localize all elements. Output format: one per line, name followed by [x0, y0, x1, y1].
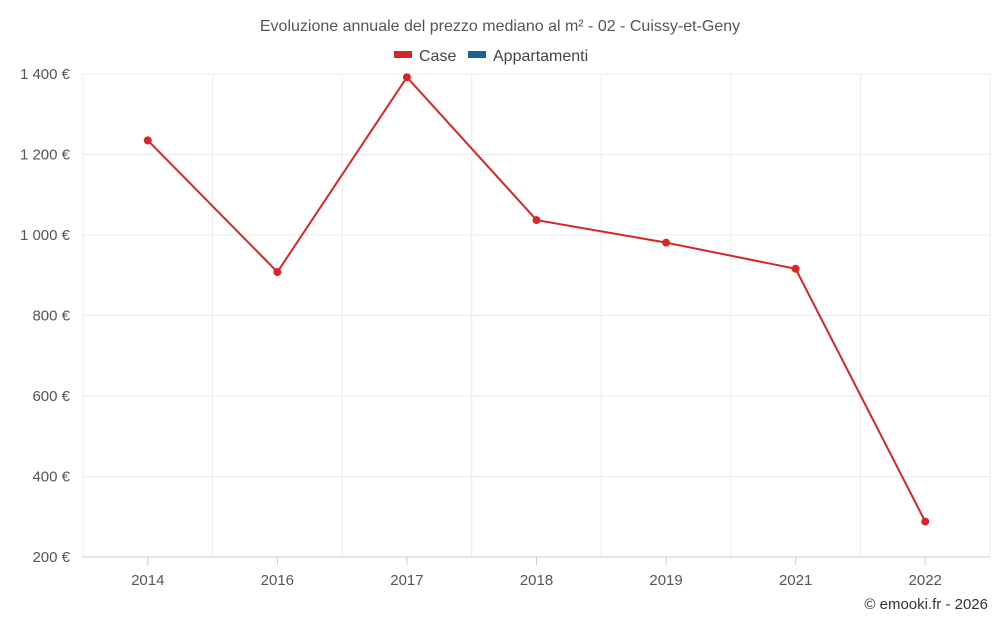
- x-tick-label: 2018: [520, 572, 553, 589]
- legend-item-appartamenti[interactable]: Appartamenti: [468, 48, 588, 65]
- axes: 200 € 400 € 600 € 800 € 1 000 € 1 200 € 1 400 …: [20, 66, 990, 589]
- grid: [82, 73, 991, 557]
- legend-swatch-appartamenti: [468, 51, 486, 58]
- data-point-case[interactable]: [532, 216, 541, 225]
- x-tick-label: 2014: [131, 572, 164, 589]
- y-tick-label: 600 €: [32, 388, 70, 405]
- chart-title: Evoluzione annuale del prezzo mediano al…: [260, 18, 740, 35]
- legend[interactable]: Case Appartamenti: [394, 48, 588, 65]
- data-point-case[interactable]: [273, 268, 282, 277]
- legend-label-case: Case: [419, 48, 456, 65]
- series-line-case: [147, 75, 927, 523]
- y-tick-label: 800 €: [32, 308, 70, 325]
- legend-label-appartamenti: Appartamenti: [493, 48, 588, 65]
- series-case: [143, 73, 930, 526]
- y-tick-label: 1 400 €: [20, 66, 71, 83]
- legend-item-case[interactable]: Case: [394, 48, 456, 65]
- x-tick-label: 2019: [649, 572, 682, 589]
- x-tick-label: 2016: [261, 572, 294, 589]
- legend-swatch-case: [394, 51, 412, 58]
- y-tick-label: 1 200 €: [20, 147, 71, 164]
- y-tick-label: 400 €: [32, 469, 70, 486]
- x-tick-label: 2017: [390, 572, 423, 589]
- data-point-case[interactable]: [143, 136, 152, 145]
- y-tick-label: 1 000 €: [20, 227, 71, 244]
- x-tick-label: 2021: [779, 572, 812, 589]
- y-tick-label: 200 €: [32, 549, 70, 566]
- x-tick-label: 2022: [909, 572, 942, 589]
- data-point-case[interactable]: [402, 73, 411, 82]
- data-point-case[interactable]: [921, 517, 930, 526]
- credit: © emooki.fr - 2026: [864, 596, 988, 613]
- data-point-case[interactable]: [791, 264, 800, 273]
- data-point-case[interactable]: [662, 238, 671, 247]
